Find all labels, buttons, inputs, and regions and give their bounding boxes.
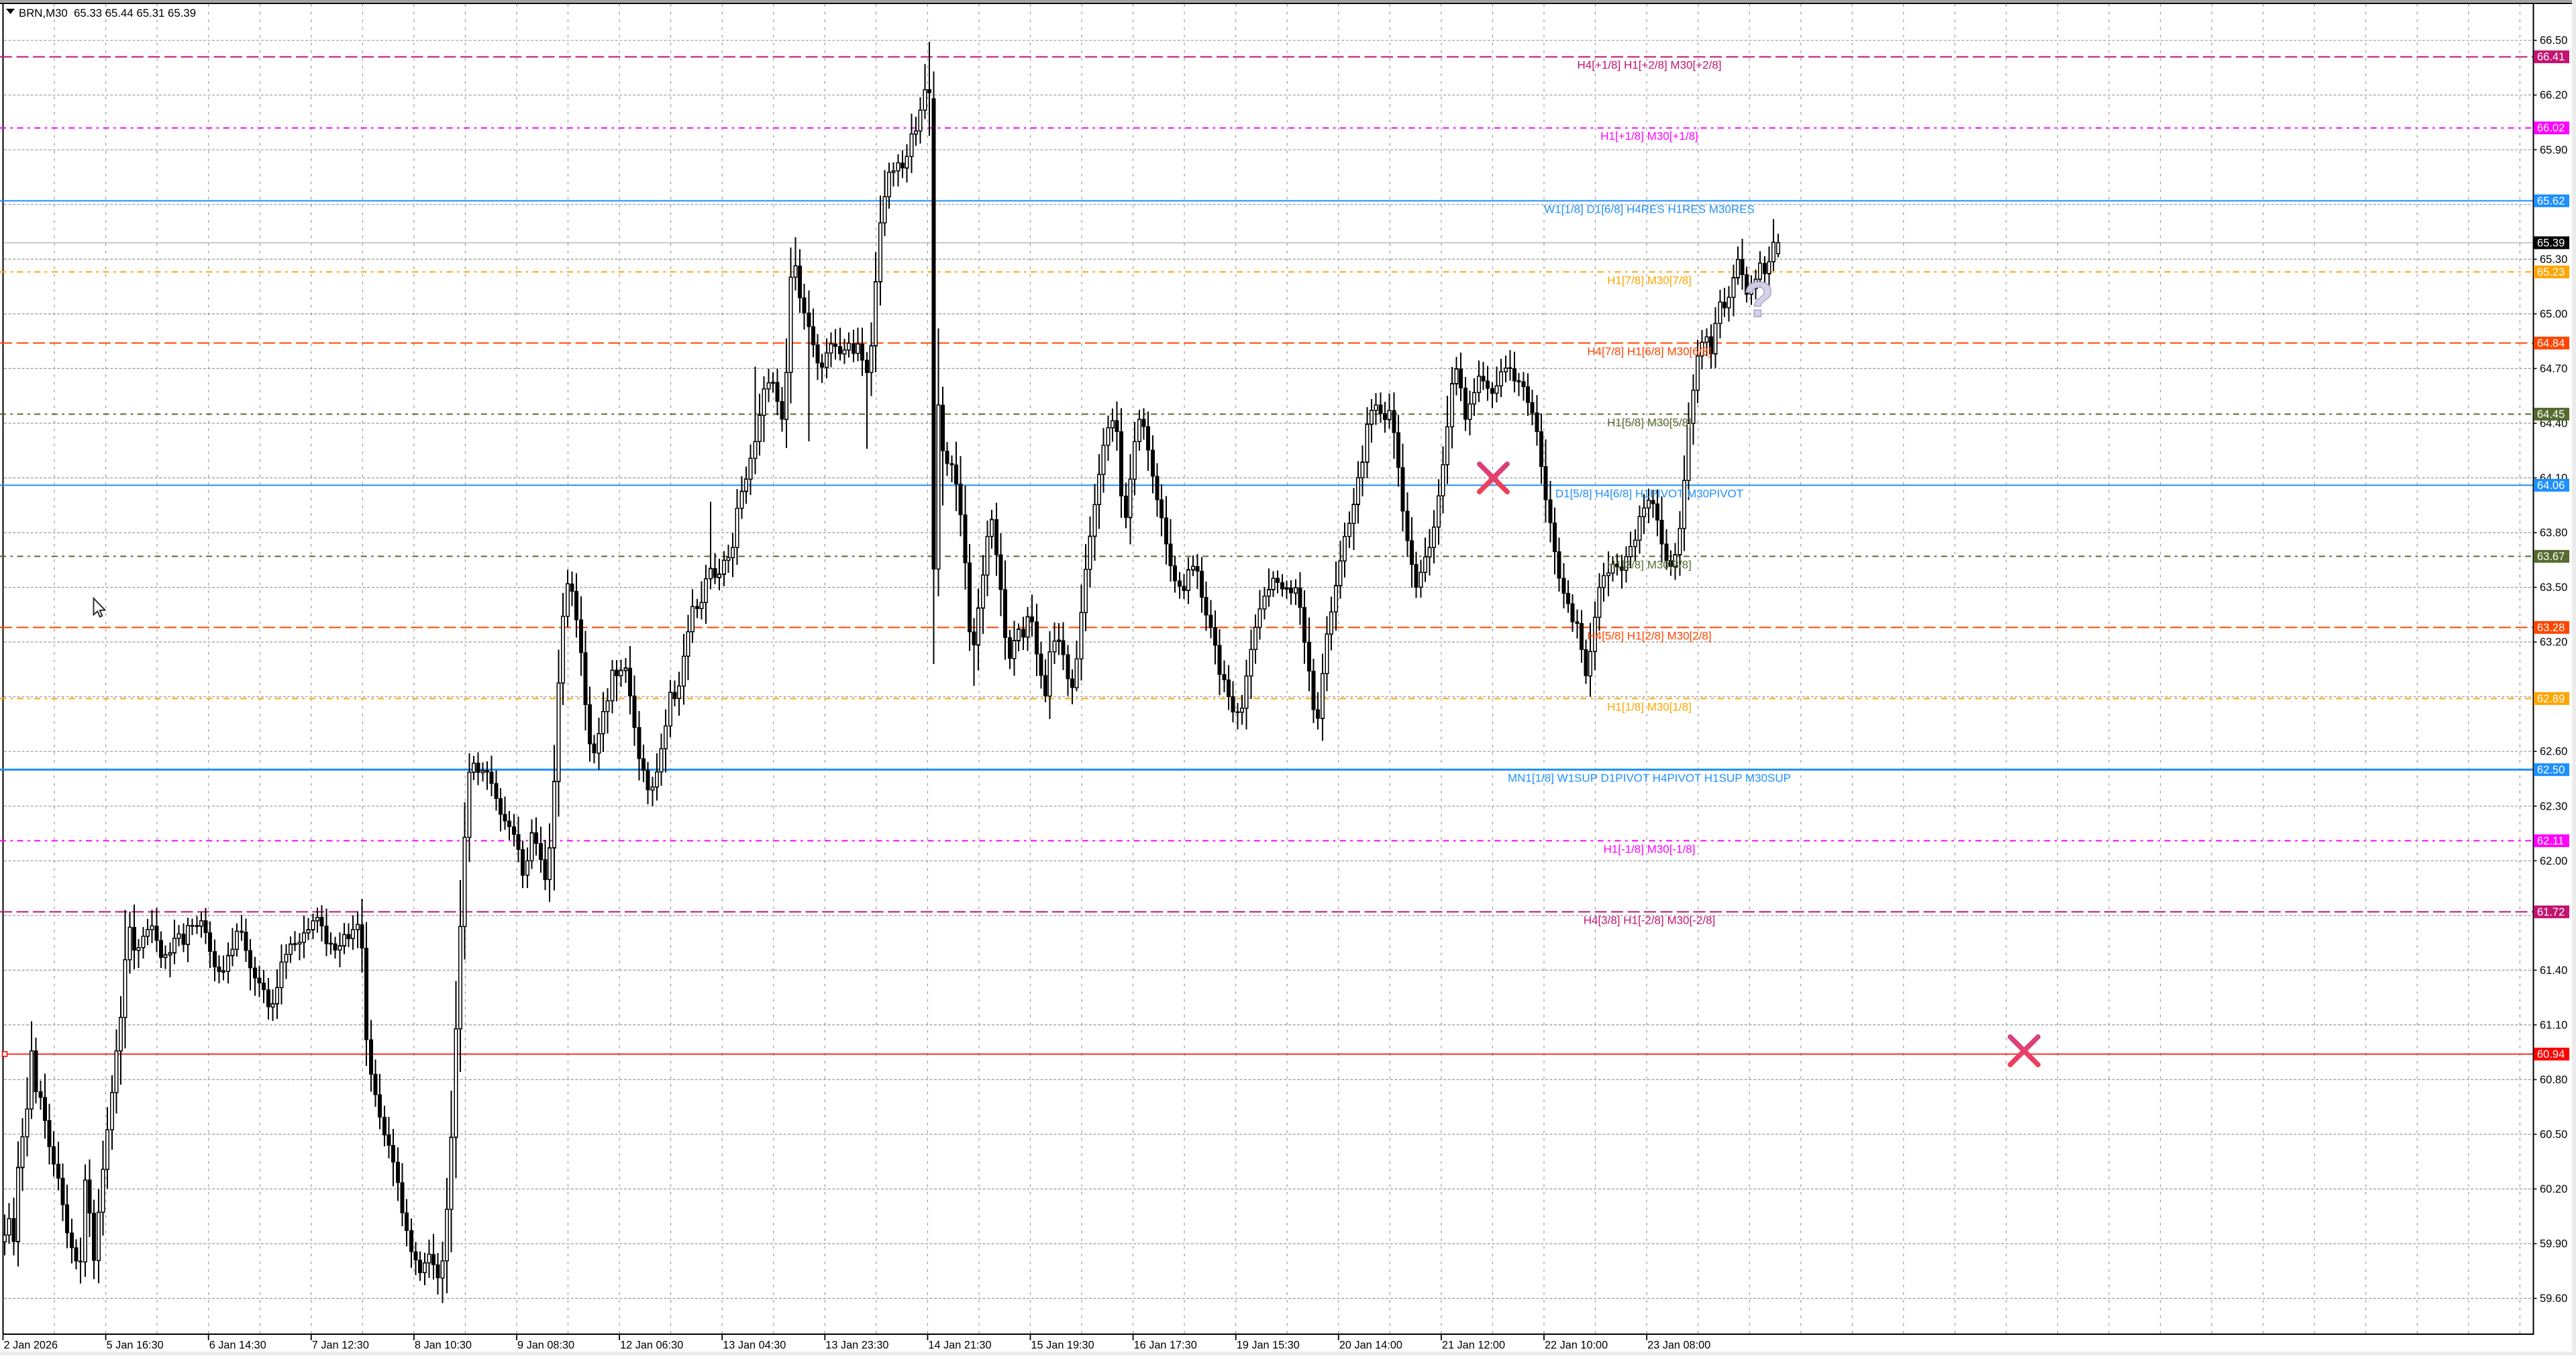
- svg-text:65.90: 65.90: [2540, 144, 2567, 156]
- svg-text:14 Jan 21:30: 14 Jan 21:30: [928, 1340, 991, 1352]
- svg-text:60.94: 60.94: [2537, 1048, 2565, 1061]
- svg-text:13 Jan 23:30: 13 Jan 23:30: [825, 1340, 888, 1352]
- svg-text:62.60: 62.60: [2540, 746, 2567, 758]
- svg-text:66.50: 66.50: [2540, 35, 2567, 47]
- svg-text:H1[1/8] M30[1/8]: H1[1/8] M30[1/8]: [1607, 700, 1692, 713]
- svg-text:H4[7/8] H1[6/8] M30[6/8]: H4[7/8] H1[6/8] M30[6/8]: [1587, 345, 1711, 358]
- svg-text:21 Jan 12:00: 21 Jan 12:00: [1442, 1340, 1505, 1352]
- svg-text:D1[5/8] H4[6/8] H1PIVOT M30PIV: D1[5/8] H4[6/8] H1PIVOT M30PIVOT: [1555, 487, 1743, 500]
- svg-text:65.30: 65.30: [2540, 254, 2567, 266]
- svg-text:6 Jan 14:30: 6 Jan 14:30: [209, 1340, 266, 1352]
- svg-text:W1[1/8] D1[6/8] H4RES H1RES M3: W1[1/8] D1[6/8] H4RES H1RES M30RES: [1544, 203, 1755, 215]
- svg-text:H1[7/8] M30[7/8]: H1[7/8] M30[7/8]: [1607, 274, 1692, 286]
- svg-text:64.06: 64.06: [2537, 480, 2565, 492]
- svg-text:H1[+1/8] M30[+1/8]: H1[+1/8] M30[+1/8]: [1600, 130, 1698, 143]
- svg-text:65.62: 65.62: [2537, 195, 2565, 207]
- svg-text:65.00: 65.00: [2540, 308, 2567, 320]
- svg-text:?: ?: [1743, 272, 1773, 327]
- svg-text:62.00: 62.00: [2540, 855, 2567, 867]
- svg-text:15 Jan 19:30: 15 Jan 19:30: [1031, 1340, 1094, 1352]
- svg-text:23 Jan 08:00: 23 Jan 08:00: [1647, 1340, 1710, 1352]
- svg-text:7 Jan 12:30: 7 Jan 12:30: [312, 1340, 369, 1352]
- svg-text:MN1[1/8] W1SUP D1PIVOT H4PIVOT: MN1[1/8] W1SUP D1PIVOT H4PIVOT H1SUP M30…: [1508, 771, 1791, 784]
- svg-text:5 Jan 16:30: 5 Jan 16:30: [107, 1340, 164, 1352]
- svg-text:H4[+1/8] H1[+2/8] M30[+2/8]: H4[+1/8] H1[+2/8] M30[+2/8]: [1578, 59, 1722, 72]
- svg-text:61.72: 61.72: [2537, 906, 2565, 918]
- svg-text:59.90: 59.90: [2540, 1238, 2567, 1250]
- svg-text:2 Jan 2026: 2 Jan 2026: [4, 1340, 58, 1352]
- svg-text:66.02: 66.02: [2537, 122, 2565, 134]
- svg-text:63.80: 63.80: [2540, 527, 2567, 539]
- svg-text:60.50: 60.50: [2540, 1129, 2567, 1141]
- svg-text:20 Jan 14:00: 20 Jan 14:00: [1339, 1340, 1402, 1352]
- svg-text:62.89: 62.89: [2537, 693, 2565, 705]
- svg-text:22 Jan 10:00: 22 Jan 10:00: [1545, 1340, 1608, 1352]
- svg-text:8 Jan 10:30: 8 Jan 10:30: [415, 1340, 472, 1352]
- svg-text:16 Jan 17:30: 16 Jan 17:30: [1134, 1340, 1197, 1352]
- svg-text:H4[5/8] H1[2/8] M30[2/8]: H4[5/8] H1[2/8] M30[2/8]: [1587, 629, 1711, 642]
- svg-text:62.11: 62.11: [2537, 835, 2564, 847]
- svg-text:H1[-1/8] M30[-1/8]: H1[-1/8] M30[-1/8]: [1603, 842, 1695, 855]
- svg-text:64.45: 64.45: [2537, 409, 2565, 421]
- svg-text:H1[5/8] M30[5/8]: H1[5/8] M30[5/8]: [1607, 416, 1692, 429]
- svg-text:H4[3/8] H1[-2/8] M30[-2/8]: H4[3/8] H1[-2/8] M30[-2/8]: [1584, 914, 1716, 926]
- svg-text:61.10: 61.10: [2540, 1019, 2567, 1031]
- svg-text:63.67: 63.67: [2537, 551, 2565, 563]
- svg-text:64.70: 64.70: [2540, 363, 2567, 375]
- svg-text:66.20: 66.20: [2540, 89, 2567, 101]
- svg-text:61.40: 61.40: [2540, 965, 2567, 977]
- svg-text:63.20: 63.20: [2540, 637, 2567, 649]
- svg-text:63.50: 63.50: [2540, 582, 2567, 594]
- svg-text:19 Jan 15:30: 19 Jan 15:30: [1237, 1340, 1300, 1352]
- svg-text:59.60: 59.60: [2540, 1293, 2567, 1305]
- svg-text:BRN,M30 65.33 65.44 65.31 65.: BRN,M30 65.33 65.44 65.31 65.39: [19, 7, 196, 19]
- svg-text:66.41: 66.41: [2537, 51, 2565, 63]
- svg-text:64.84: 64.84: [2537, 337, 2565, 349]
- svg-text:62.30: 62.30: [2540, 800, 2567, 812]
- svg-text:65.39: 65.39: [2537, 237, 2565, 249]
- svg-text:13 Jan 04:30: 13 Jan 04:30: [723, 1340, 786, 1352]
- svg-text:64.40: 64.40: [2540, 418, 2567, 430]
- svg-text:60.20: 60.20: [2540, 1183, 2567, 1195]
- svg-text:63.28: 63.28: [2537, 622, 2565, 634]
- svg-text:60.80: 60.80: [2540, 1074, 2567, 1086]
- svg-text:62.50: 62.50: [2537, 764, 2565, 776]
- svg-text:H1[3/8] M30[3/8]: H1[3/8] M30[3/8]: [1607, 558, 1692, 571]
- svg-text:12 Jan 06:30: 12 Jan 06:30: [620, 1340, 683, 1352]
- svg-text:9 Jan 08:30: 9 Jan 08:30: [517, 1340, 574, 1352]
- svg-text:65.23: 65.23: [2537, 266, 2565, 278]
